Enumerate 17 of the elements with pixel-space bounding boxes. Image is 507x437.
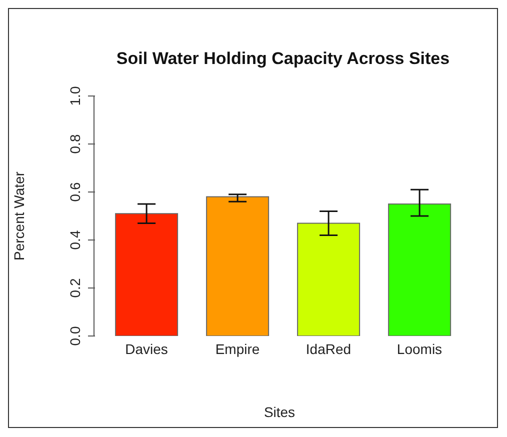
y-tick-label: 1.0	[67, 86, 83, 106]
bar	[388, 204, 452, 336]
x-tick-label: IdaRed	[306, 340, 352, 357]
x-tick-label: Davies	[125, 340, 168, 357]
y-tick-label: 0.2	[67, 278, 83, 298]
bar	[206, 196, 270, 336]
bar	[297, 222, 360, 336]
x-tick-label: Empire	[215, 340, 260, 357]
chart-title: Soil Water Holding Capacity Across Sites	[115, 49, 451, 69]
y-tick-label: 0.0	[67, 326, 83, 346]
y-tick-label: 0.8	[67, 134, 83, 154]
y-tick-label: 0.4	[67, 230, 83, 250]
y-axis-title: Percent Water	[10, 171, 27, 260]
y-tick-label: 0.6	[67, 182, 83, 202]
bar	[115, 213, 178, 336]
x-axis-title: Sites	[264, 404, 296, 420]
x-tick-label: Loomis	[396, 340, 442, 357]
